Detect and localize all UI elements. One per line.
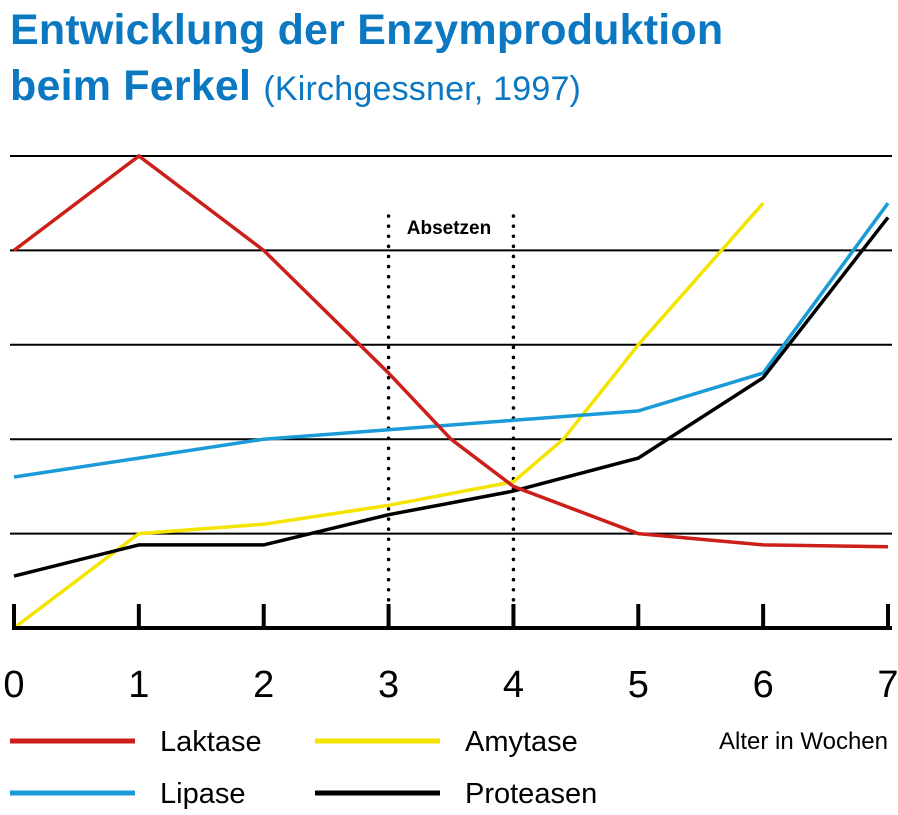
series-line-amytase [12,202,765,630]
x-tick-labels: 0 1 2 3 4 5 6 7 [3,664,898,706]
x-tick-label-2: 2 [253,664,274,706]
legend-label-lipase: Lipase [160,778,245,810]
x-axis [12,604,892,630]
title-source: (Kirchgessner, 1997) [263,70,582,108]
x-tick-label-0: 0 [3,664,24,706]
title-line-2: beim Ferkel (Kirchgessner, 1997) [10,58,890,117]
x-tick-label-7: 7 [877,664,898,706]
x-tick-label-3: 3 [378,664,399,706]
x-tick-label-1: 1 [128,664,149,706]
weaning-annotation: Absetzen [386,214,516,630]
x-tick-label-6: 6 [753,664,774,706]
series-line-laktase [12,153,889,549]
grid-lines [10,155,892,535]
title-line-1: Entwicklung der Enzymproduktion [10,6,724,54]
title-line-2-text: beim Ferkel [10,62,252,110]
legend-label-proteasen: Proteasen [465,778,597,810]
legend-label-laktase: Laktase [160,726,262,758]
weaning-label: Absetzen [407,218,491,239]
x-axis-label: Alter in Wochen [719,728,888,755]
series-line-lipase [13,202,890,479]
x-tick-label-5: 5 [628,664,649,706]
x-tick-label-4: 4 [503,664,524,706]
series-lines [12,153,890,630]
chart-title: Entwicklung der Enzymproduktion beim Fer… [10,2,890,117]
legend: Laktase Amytase Lipase Proteasen [10,726,597,810]
series-line-proteasen [13,216,890,578]
legend-label-amytase: Amytase [465,726,578,758]
